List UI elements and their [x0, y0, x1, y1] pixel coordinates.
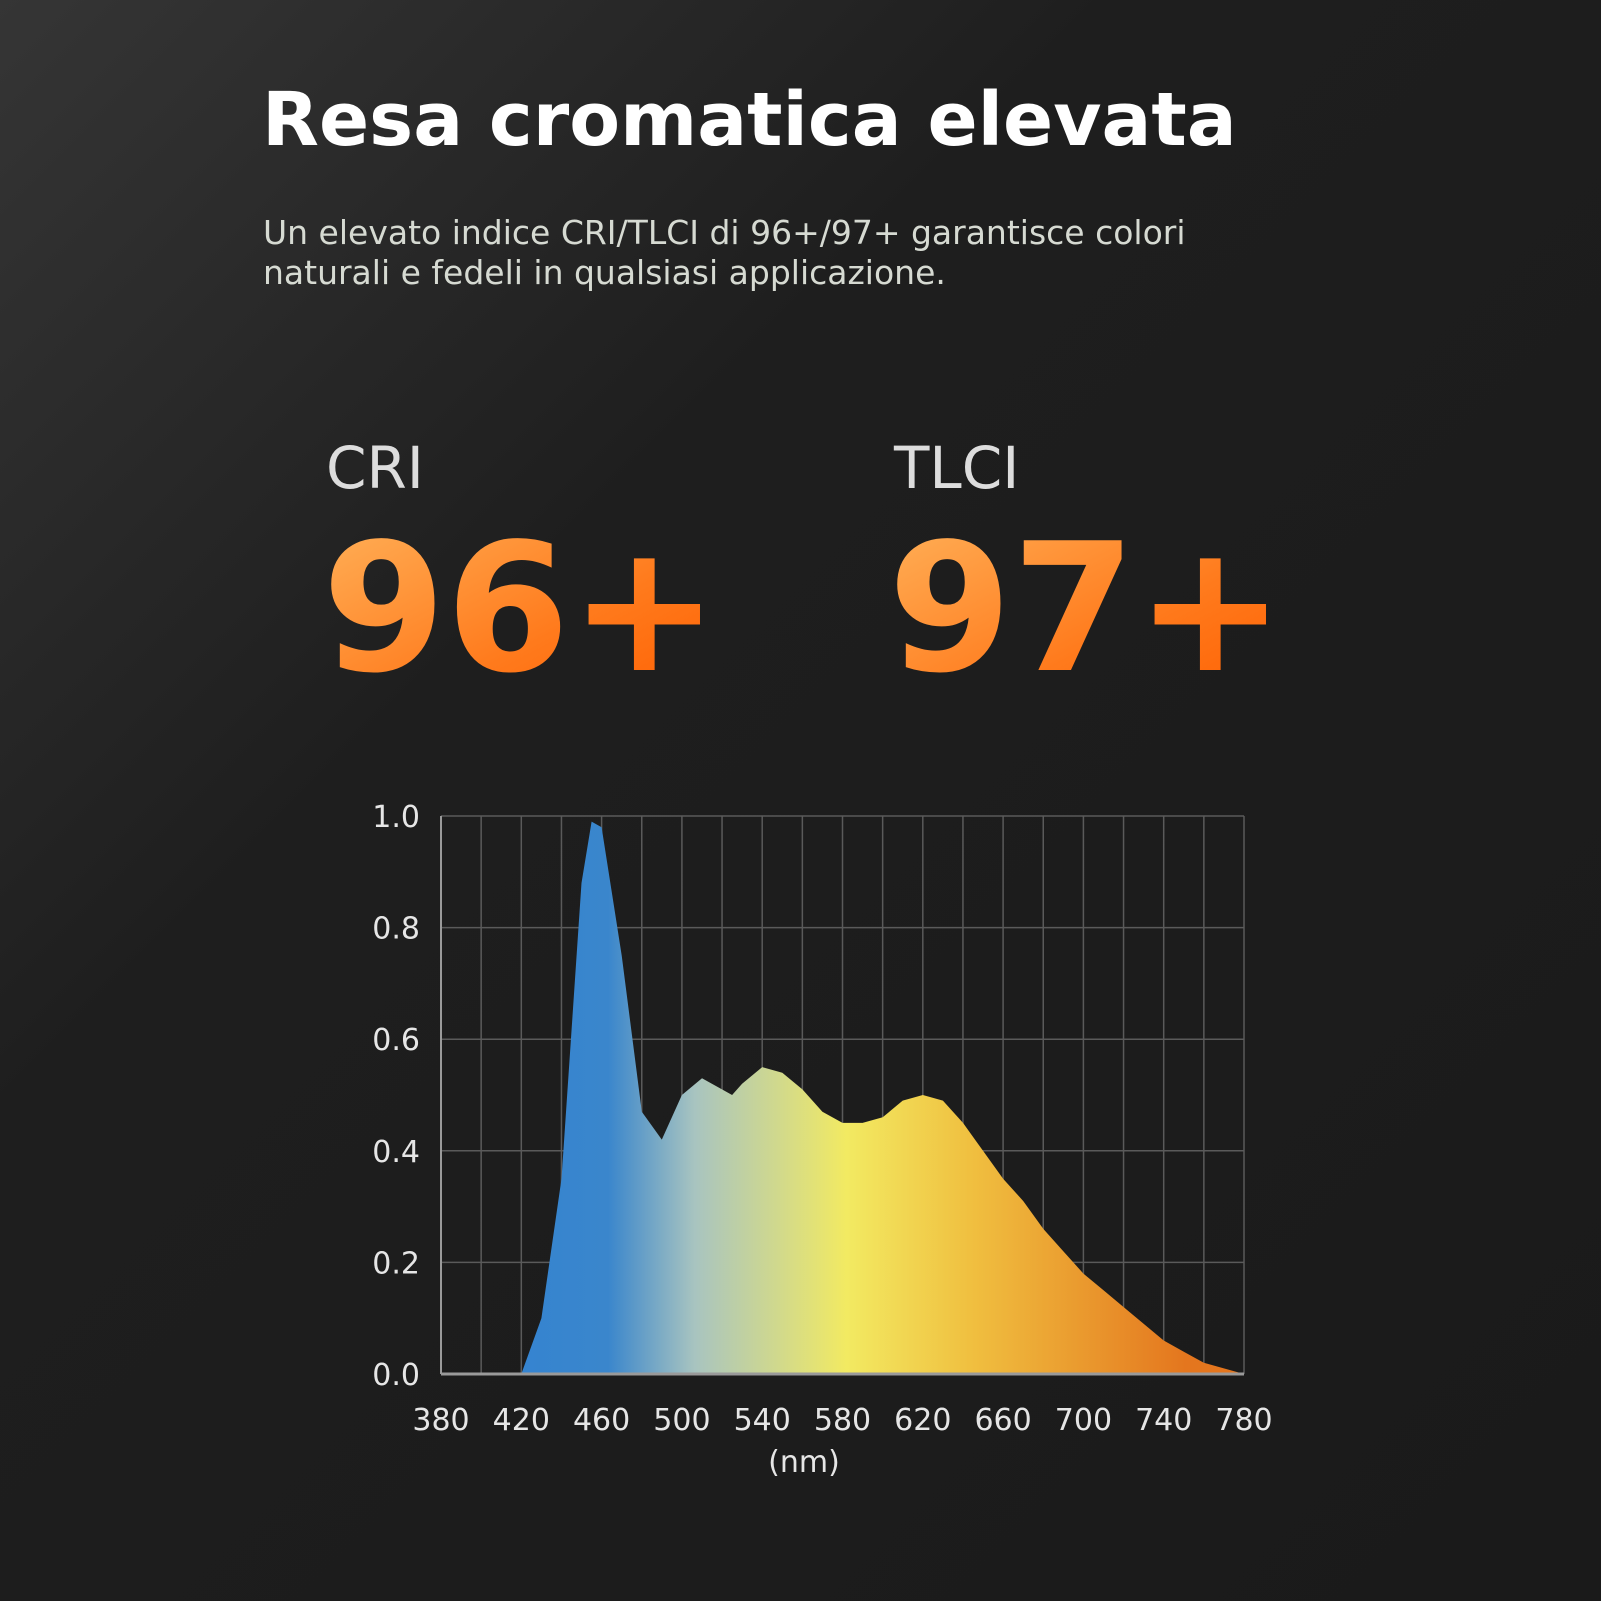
y-tick-label: 0.2 [372, 1246, 420, 1281]
y-tick-label: 0.4 [372, 1135, 420, 1170]
x-tick-label: 460 [573, 1403, 630, 1438]
y-tick-label: 0.6 [372, 1023, 420, 1058]
subtitle: naturali e fedeli in qualsiasi applicazi… [263, 253, 946, 292]
x-tick-label: 740 [1135, 1403, 1192, 1438]
x-tick-label: 500 [653, 1403, 710, 1438]
stat-label: TLCI [893, 434, 1019, 502]
x-tick-label: 420 [493, 1403, 550, 1438]
x-tick-label: 620 [894, 1403, 951, 1438]
y-tick-label: 0.8 [372, 912, 420, 947]
title: Resa cromatica elevata [262, 77, 1237, 163]
x-tick-label: 780 [1215, 1403, 1272, 1438]
x-tick-label: 540 [734, 1403, 791, 1438]
y-tick-label: 1.0 [372, 800, 420, 835]
spectrum-area [521, 821, 1244, 1374]
x-axis-label: (nm) [768, 1445, 840, 1480]
subtitle: Un elevato indice CRI/TLCI di 96+/97+ ga… [263, 213, 1186, 252]
x-tick-label: 580 [814, 1403, 871, 1438]
x-tick-label: 660 [974, 1403, 1031, 1438]
stat-value: 97+ [888, 505, 1285, 712]
x-tick-label: 700 [1055, 1403, 1112, 1438]
stat-label: CRI [326, 434, 424, 502]
y-tick-label: 0.0 [372, 1358, 420, 1393]
stat-value: 96+ [322, 505, 719, 712]
x-tick-label: 380 [412, 1403, 469, 1438]
